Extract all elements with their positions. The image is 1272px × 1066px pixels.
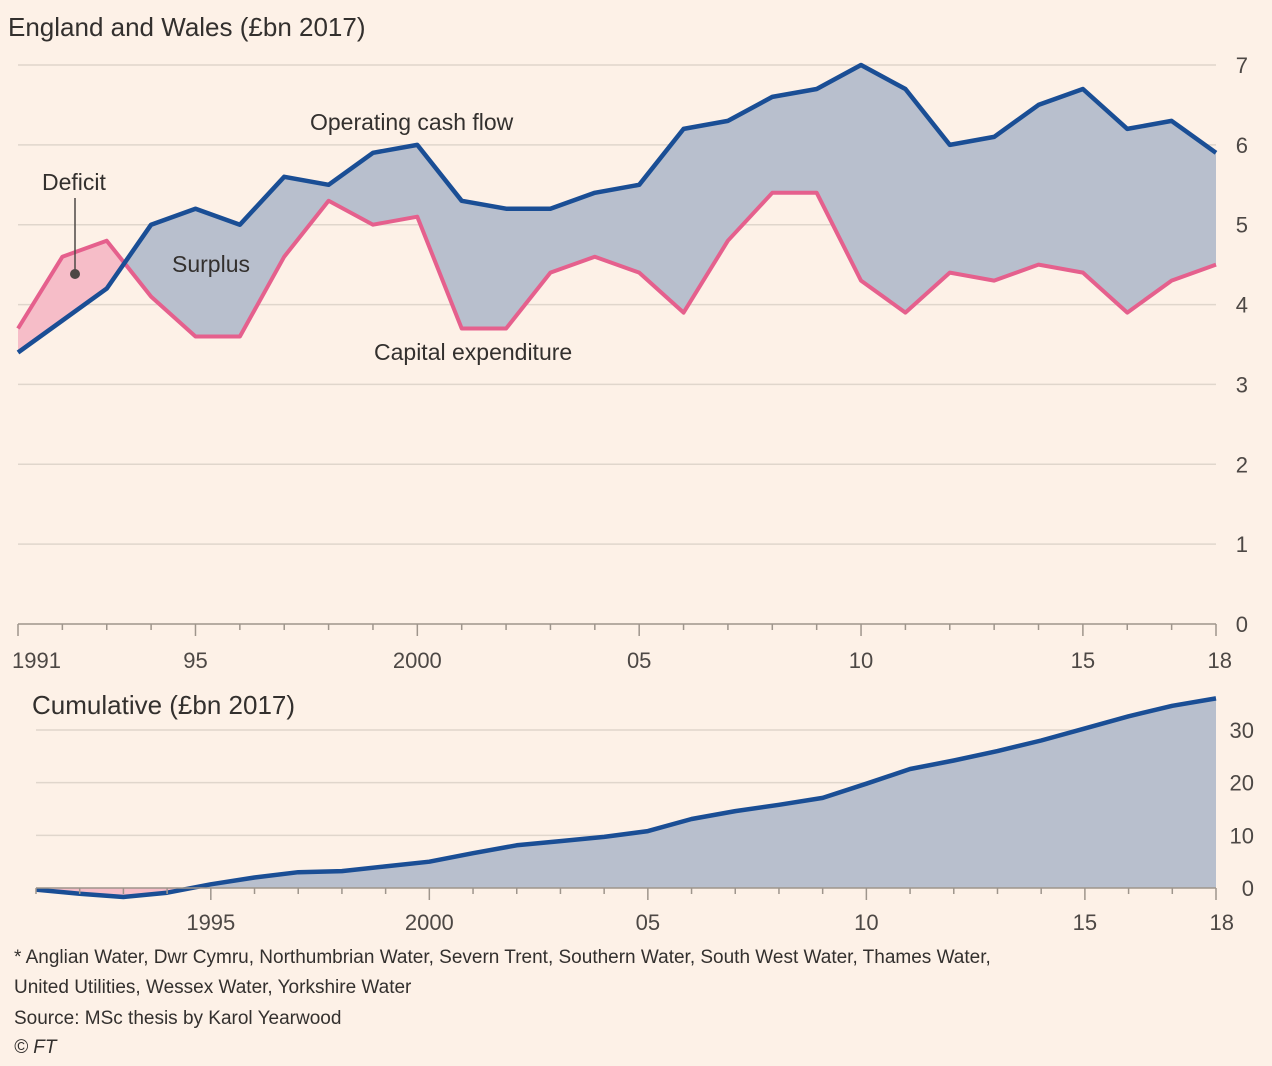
capital-expenditure-label: Capital expenditure [374,339,572,365]
main-x-label-2005: 05 [627,648,651,673]
cumulative-x-label-2010: 10 [854,910,878,935]
cumulative-x-label-2018: 18 [1210,910,1234,935]
main-x-label-1995: 95 [183,648,207,673]
cumulative-x-label-2015: 15 [1073,910,1097,935]
cumulative-x-axis: 1995 2000 05 10 15 18 [35,887,1234,935]
surplus-area-1 [124,65,1216,337]
main-y-tick-6: 6 [1236,133,1248,158]
cumulative-line [35,696,1217,900]
main-x-label-2015: 15 [1071,648,1095,673]
cumulative-chart-title: Cumulative (£bn 2017) [32,690,295,720]
main-lines [16,62,1218,355]
footnote-line-1: * Anglian Water, Dwr Cymru, Northumbrian… [14,947,991,968]
main-chart-title: England and Wales (£bn 2017) [8,12,366,42]
deficit-area-0 [18,240,125,353]
main-y-tick-0: 0 [1236,612,1248,637]
operating-cash-flow-label: Operating cash flow [310,109,514,135]
cumulative-y-tick-labels: 0 10 20 30 [1230,718,1254,901]
main-x-label-2018: 18 [1208,648,1232,673]
cumulative-x-label-2000: 2000 [405,910,454,935]
cumulative-y-tick-30: 30 [1230,718,1254,743]
cumulative-y-tick-20: 20 [1230,771,1254,796]
footnote-line-2: United Utilities, Wessex Water, Yorkshir… [14,977,412,998]
main-y-tick-5: 5 [1236,213,1248,238]
cumulative-deficit-area-0 [36,888,192,897]
main-areas [18,65,1216,353]
cumulative-chart: Cumulative (£bn 2017) 0 10 20 30 1995 2000 05… [32,690,1254,935]
ft-credit: © FT [14,1037,58,1058]
capital-expenditure-line [16,190,1217,339]
cumulative-lines [35,696,1217,900]
main-y-tick-labels: 0 1 2 3 4 5 6 7 [1236,53,1248,637]
main-y-tick-4: 4 [1236,293,1248,318]
cumulative-y-tick-0: 0 [1242,876,1254,901]
main-y-tick-3: 3 [1236,372,1248,397]
cumulative-areas [36,698,1217,897]
main-y-tick-2: 2 [1236,452,1248,477]
deficit-leader-dot [70,269,80,279]
main-chart: England and Wales (£bn 2017) 0 1 2 3 4 5 6 7 19… [8,12,1248,673]
cumulative-x-label-2005: 05 [636,910,660,935]
main-x-axis: 1991 95 2000 05 10 15 18 [12,623,1232,673]
source-note: Source: MSc thesis by Karol Yearwood [14,1008,341,1029]
operating-cash-flow-line [16,62,1218,355]
main-x-label-2010: 10 [849,648,873,673]
cumulative-surplus-area-1 [191,698,1217,888]
cumulative-y-tick-10: 10 [1230,823,1254,848]
main-y-tick-7: 7 [1236,53,1248,78]
main-x-label-2000: 2000 [393,648,442,673]
deficit-label: Deficit [42,169,107,195]
main-y-tick-1: 1 [1236,532,1248,557]
cumulative-x-label-1995: 1995 [186,910,235,935]
surplus-label: Surplus [172,251,250,277]
main-x-label-1991: 1991 [12,648,61,673]
